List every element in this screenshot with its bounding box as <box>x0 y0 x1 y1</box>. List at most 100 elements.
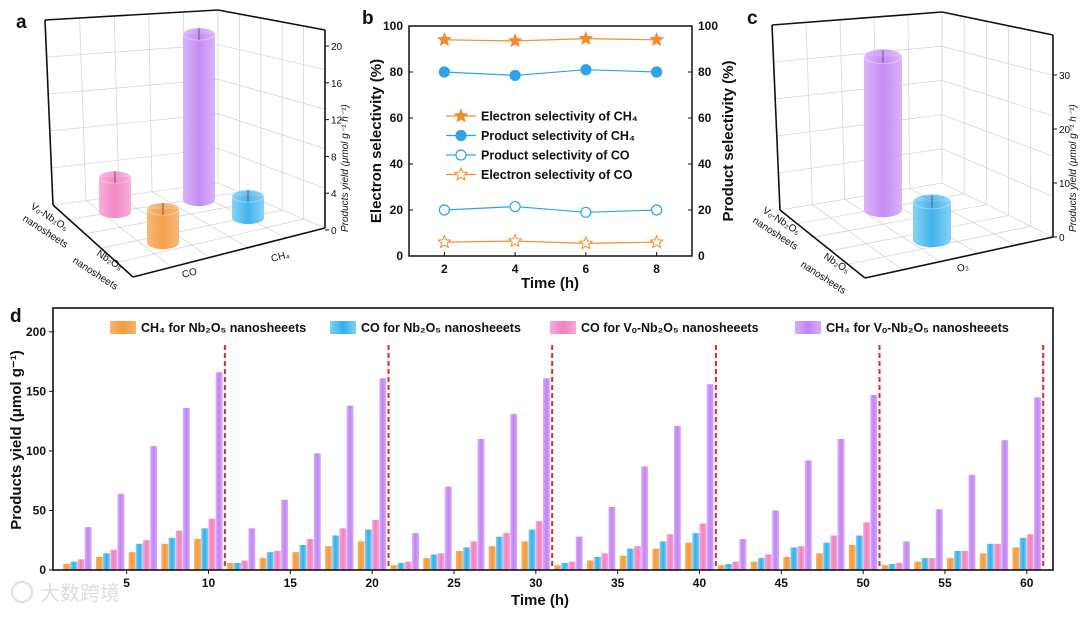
b-plot-frame <box>408 25 693 257</box>
bar-0-4 <box>194 539 201 570</box>
data-point <box>509 200 521 213</box>
grid-line <box>844 198 941 262</box>
data-point <box>438 66 450 78</box>
bar-0-20 <box>717 565 725 570</box>
floor-back-edge <box>217 182 326 229</box>
bar-3-28 <box>1001 440 1009 570</box>
d-legend: CH₄ for Nb₂O₅ nanosheeets CO for Nb₂O₅ na… <box>110 321 1009 335</box>
bar-3-18 <box>673 425 681 570</box>
legend-label: CH₄ for Vₒ-Nb₂O₅ nanosheeets <box>826 321 1009 335</box>
bar-0-3 <box>161 543 169 570</box>
bar-2-20 <box>732 561 740 570</box>
x-tick-label: 60 <box>1020 576 1034 590</box>
cylinder-body <box>864 56 902 211</box>
front-left-edge <box>779 209 866 279</box>
bar-0-22 <box>783 556 791 570</box>
bar-1-2 <box>135 543 143 570</box>
grid-line <box>217 44 326 70</box>
x-tick-label: 55 <box>938 576 952 590</box>
legend-label: Product selectivity of CH₄ <box>481 129 635 143</box>
bar-3-3 <box>182 408 190 570</box>
bar-1-7 <box>299 544 307 570</box>
bar-0-13 <box>488 546 496 570</box>
bar-3-6 <box>281 499 289 570</box>
bar-1-1 <box>103 553 110 570</box>
y-tick-label-right: 0 <box>698 249 705 263</box>
legend-marker <box>455 129 467 142</box>
bar-1-28 <box>986 543 994 570</box>
panel-a-bars <box>98 27 265 250</box>
data-point <box>436 31 452 47</box>
bar-3-16 <box>608 506 616 570</box>
x-tick-label: 20 <box>365 576 379 590</box>
front-left-edge <box>52 204 134 278</box>
a-z-axis-label: Products yield (μmol g⁻¹ h⁻¹) <box>340 104 351 232</box>
bar-1-27 <box>954 550 962 570</box>
bar-0-8 <box>325 546 332 570</box>
bar-3-19 <box>706 384 714 570</box>
grid-line <box>151 191 249 248</box>
y-tick-label: 40 <box>390 157 404 171</box>
bar-1-18 <box>659 541 667 570</box>
bar-3-5 <box>248 528 256 570</box>
bar-3-10 <box>412 533 419 570</box>
bar-1-24 <box>855 535 863 570</box>
series-0 <box>436 30 665 48</box>
bar-1-16 <box>594 556 601 570</box>
panel-label-d: d <box>10 306 22 327</box>
y-tick-label-right: 80 <box>698 65 712 79</box>
bar-0-26 <box>914 561 922 570</box>
bar-1-25 <box>888 564 896 570</box>
bar-1-21 <box>757 558 765 570</box>
grid-line <box>941 80 1054 117</box>
panel-label-b: b <box>362 8 374 29</box>
bar-1-3 <box>168 537 176 570</box>
panel-c-z-ticks: 0 10 20 30 <box>1053 71 1071 244</box>
bar-0-9 <box>357 541 365 570</box>
data-point <box>578 30 594 45</box>
z-tick-label: 20 <box>331 42 343 53</box>
bar-3-26 <box>935 509 943 570</box>
bar-2-13 <box>503 533 510 570</box>
bar-2-18 <box>666 534 674 570</box>
bar-2-16 <box>601 553 609 570</box>
watermark-logo: 大数跨境 <box>11 581 120 605</box>
panel-c-frame <box>771 11 1054 279</box>
bar-2 <box>146 202 180 250</box>
bar-1 <box>912 193 952 248</box>
legend-label: Product selectivity of CO <box>481 149 630 163</box>
data-point <box>507 233 523 248</box>
grid-line <box>776 114 943 137</box>
grid-line <box>217 113 326 150</box>
bar-3-9 <box>379 378 387 570</box>
d-x-axis-label: Time (h) <box>511 592 569 609</box>
panel-label-a: a <box>16 12 27 33</box>
bar-2-19 <box>699 523 707 570</box>
bar-0-21 <box>750 561 758 570</box>
bar-2-5 <box>241 560 249 570</box>
c-x-label-o2: O₂ <box>956 261 970 275</box>
bar-2-26 <box>928 558 936 570</box>
a-x-label-co: CO <box>181 266 199 281</box>
z-tick-label: 0 <box>331 226 337 237</box>
x-tick-label: 45 <box>775 576 789 590</box>
data-point <box>438 204 450 216</box>
d-ticks: 5 10 15 20 25 30 35 40 45 50 55 60 0 50 100 150 200 <box>26 325 1034 590</box>
bar-2-1 <box>110 549 118 570</box>
x-tick-label: 15 <box>284 576 298 590</box>
bar-0-2 <box>128 552 136 570</box>
y-tick-label: 100 <box>383 19 403 33</box>
bar-1-12 <box>463 547 471 570</box>
z-tick-label: 16 <box>331 79 343 90</box>
a-x-label-ch4: CH₄ <box>270 249 291 264</box>
data-point <box>649 31 665 47</box>
bar-2-7 <box>306 539 314 570</box>
bar-1 <box>182 27 216 207</box>
panel-a-frame <box>44 9 326 278</box>
bar-3-4 <box>215 372 223 570</box>
y-tick-label: 0 <box>396 249 403 263</box>
bar-0-15 <box>554 565 562 570</box>
bar-0-14 <box>521 541 529 570</box>
left-edge <box>771 24 781 211</box>
